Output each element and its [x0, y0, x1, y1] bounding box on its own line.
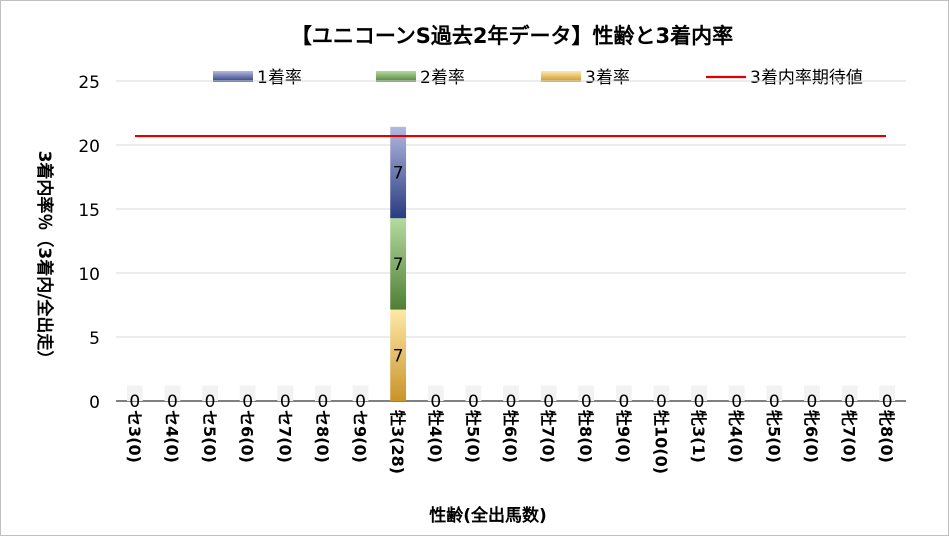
- zero-bar-placeholder: [766, 385, 783, 401]
- legend-swatch: [376, 71, 416, 82]
- zero-bar-placeholder: [653, 385, 670, 401]
- x-axis-label: 性齢(全出馬数): [429, 505, 547, 526]
- y-tick-label: 20: [78, 137, 100, 157]
- x-tick-label: 牡10(0): [651, 410, 670, 474]
- bar-segment: [390, 126, 407, 219]
- x-tick-label: セ4(0): [162, 410, 181, 463]
- bars: [126, 126, 896, 401]
- gridlines: [116, 80, 906, 402]
- legend-label: 3着内率期待値: [750, 68, 863, 88]
- zero-bar-placeholder: [465, 385, 482, 401]
- zero-bar-placeholder: [578, 385, 595, 401]
- zero-bar-placeholder: [879, 385, 896, 401]
- legend-label: 3着率: [585, 68, 630, 88]
- y-tick-label: 25: [78, 73, 100, 93]
- data-label: 0: [581, 392, 592, 412]
- data-label: 0: [129, 392, 140, 412]
- legend-swatch: [541, 71, 581, 82]
- bar-segment: [390, 218, 407, 310]
- data-label: 0: [317, 392, 328, 412]
- data-label: 0: [882, 392, 893, 412]
- x-tick-label: 牝4(0): [727, 410, 746, 463]
- x-tick-label: 牝7(0): [840, 410, 859, 463]
- x-tick-label: 牡5(0): [463, 410, 482, 463]
- data-label: 0: [618, 392, 629, 412]
- zero-bar-placeholder: [804, 385, 820, 401]
- data-label: 0: [167, 392, 178, 412]
- data-label: 0: [807, 392, 818, 412]
- x-tick-label: 牝3(1): [689, 410, 708, 463]
- zero-bar-placeholder: [841, 385, 858, 401]
- x-tick-label: セ9(0): [351, 410, 370, 463]
- x-tick-label: 牡9(0): [614, 410, 633, 463]
- data-label: 0: [731, 392, 742, 412]
- x-tick-label: 牝6(0): [802, 410, 821, 463]
- data-label: 0: [543, 392, 554, 412]
- data-label: 7: [393, 164, 404, 184]
- zero-bar-placeholder: [164, 385, 181, 401]
- legend-swatch: [213, 71, 253, 82]
- zero-bar-placeholder: [239, 385, 256, 401]
- y-axis-ticks: 0 5 10 15 20 25: [78, 73, 100, 413]
- zero-bar-placeholder: [315, 385, 331, 401]
- x-tick-label: 牝5(0): [764, 410, 783, 463]
- x-tick-label: セ6(0): [238, 410, 257, 463]
- zero-bar-placeholder: [503, 385, 519, 401]
- zero-bar-placeholder: [202, 385, 218, 401]
- zero-bar-placeholder: [540, 385, 557, 401]
- x-tick-label: セ7(0): [275, 410, 294, 463]
- y-axis-label: 3着内率％（3着内/全出走）: [34, 151, 55, 368]
- data-label: 0: [280, 392, 291, 412]
- data-label: 0: [769, 392, 780, 412]
- x-tick-label: 牡8(0): [576, 410, 595, 463]
- x-tick-label: 牡4(0): [426, 410, 445, 463]
- zero-bar-placeholder: [728, 385, 745, 401]
- y-tick-label: 0: [89, 393, 100, 413]
- zero-bar-placeholder: [277, 385, 294, 401]
- data-label: 0: [355, 392, 366, 412]
- y-tick-label: 5: [89, 329, 100, 349]
- x-tick-label: 牡6(0): [501, 410, 520, 463]
- data-label: 0: [242, 392, 253, 412]
- data-label: 0: [430, 392, 441, 412]
- x-tick-label: セ3(0): [125, 410, 144, 463]
- data-label: 0: [694, 392, 705, 412]
- x-tick-label: セ8(0): [313, 410, 332, 463]
- zero-bar-placeholder: [352, 385, 369, 401]
- chart-title: 【ユニコーンS過去2年データ】性齢と3着内率: [291, 24, 733, 48]
- x-tick-label: セ5(0): [200, 410, 219, 463]
- x-tick-label: 牝8(0): [877, 410, 896, 463]
- data-labels: 0 0 0 0 0 0 0 7 0 0 0 0 0 0 0 0 0 0 0 0 0 7 7: [129, 164, 892, 412]
- x-axis-ticks: セ3(0) セ4(0) セ5(0) セ6(0) セ7(0) セ8(0) セ9(0) 牡3(28…: [125, 410, 896, 474]
- data-label: 7: [393, 346, 404, 366]
- legend-label: 1着率: [257, 68, 302, 88]
- y-tick-label: 10: [78, 265, 100, 285]
- data-label: 7: [393, 255, 404, 275]
- data-label: 0: [656, 392, 667, 412]
- data-label: 0: [205, 392, 216, 412]
- legend: 1着率 2着率 3着率 3着内率期待値: [213, 68, 863, 88]
- y-tick-label: 15: [78, 201, 100, 221]
- bar-segment: [390, 309, 407, 401]
- zero-bar-placeholder: [615, 385, 632, 401]
- data-label: 0: [506, 392, 517, 412]
- data-label: 0: [468, 392, 479, 412]
- zero-bar-placeholder: [691, 385, 707, 401]
- x-tick-label: 牡7(0): [539, 410, 558, 463]
- legend-label: 2着率: [420, 68, 465, 88]
- zero-bar-placeholder: [126, 385, 143, 401]
- zero-bar-placeholder: [427, 385, 444, 401]
- x-tick-label: 牡3(28): [388, 410, 407, 474]
- data-label: 0: [844, 392, 855, 412]
